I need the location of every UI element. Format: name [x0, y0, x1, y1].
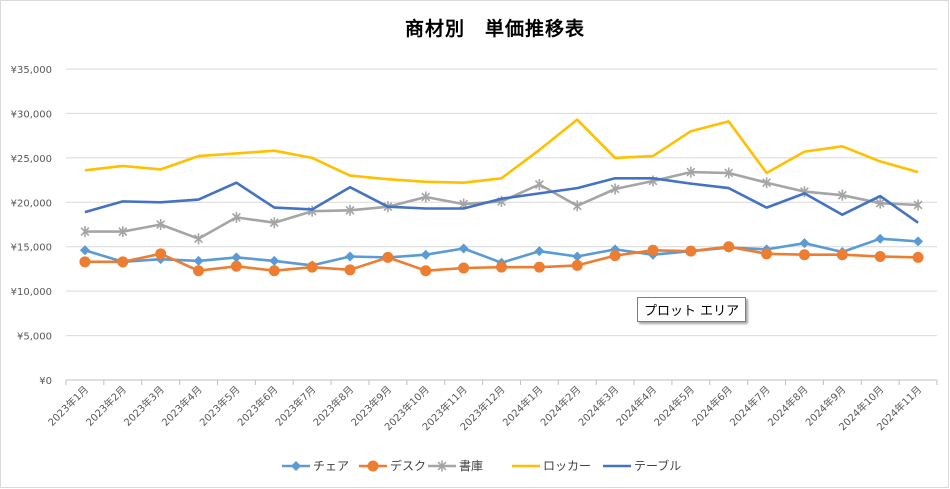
data-point — [647, 244, 659, 256]
data-point — [193, 265, 205, 277]
data-point — [723, 241, 735, 253]
data-point — [458, 243, 469, 254]
y-tick-label: ¥30,000 — [11, 109, 52, 120]
data-point — [79, 245, 90, 256]
data-point — [80, 226, 90, 238]
data-point — [761, 248, 773, 260]
data-point — [268, 265, 280, 277]
data-point — [799, 238, 810, 249]
data-point — [496, 261, 507, 273]
data-point — [913, 236, 924, 247]
data-point — [571, 259, 583, 271]
series-line-5 — [84, 177, 919, 224]
data-point — [269, 255, 280, 266]
data-point — [798, 249, 810, 261]
data-point — [609, 250, 621, 262]
data-point — [193, 255, 204, 266]
legend-marker — [437, 460, 447, 472]
y-tick-label: ¥35,000 — [11, 65, 52, 76]
data-point — [875, 197, 885, 209]
legend-marker — [291, 461, 301, 471]
legend-label: チェア — [313, 459, 349, 473]
data-point — [420, 249, 431, 260]
data-point — [458, 262, 470, 274]
y-tick-label: ¥0 — [39, 376, 52, 387]
data-point — [837, 189, 847, 201]
data-point — [572, 200, 582, 212]
data-point — [610, 183, 620, 195]
data-point — [155, 248, 167, 260]
data-point — [269, 217, 279, 229]
plot-area-tooltip: プロット エリア — [637, 297, 747, 322]
data-point — [194, 233, 203, 245]
legend-label: テーブル — [634, 458, 681, 473]
data-point — [912, 251, 924, 263]
y-tick-label: ¥20,000 — [11, 198, 52, 209]
data-point — [345, 251, 356, 262]
chart-title: 商材別 単価推移表 — [404, 18, 585, 40]
data-point — [875, 233, 886, 244]
data-point — [913, 199, 923, 211]
data-point — [724, 167, 734, 179]
data-point — [344, 264, 356, 276]
data-point — [79, 256, 91, 268]
data-point — [382, 251, 394, 263]
data-point — [345, 204, 355, 216]
data-point — [534, 246, 545, 257]
data-point — [420, 265, 432, 277]
data-point — [836, 249, 848, 261]
data-point — [231, 211, 241, 223]
y-tick-label: ¥25,000 — [11, 154, 52, 165]
data-point — [762, 177, 772, 189]
legend-label: デスク — [390, 458, 426, 473]
legend-marker — [367, 460, 379, 472]
series-line-4 — [84, 118, 919, 184]
y-tick-label: ¥5,000 — [17, 332, 52, 343]
data-point — [117, 256, 129, 268]
data-point — [306, 261, 318, 273]
data-point — [685, 245, 697, 257]
data-point — [230, 260, 242, 272]
data-point — [533, 261, 545, 273]
data-point — [572, 251, 583, 262]
data-point — [874, 250, 886, 262]
data-point — [686, 166, 696, 178]
data-point — [231, 252, 242, 263]
y-tick-label: ¥15,000 — [11, 243, 52, 254]
legend-label: 書庫 — [459, 459, 483, 473]
data-point — [118, 226, 128, 238]
legend-label: ロッカー — [543, 459, 591, 473]
data-point — [421, 191, 431, 203]
data-point — [534, 179, 544, 191]
y-tick-label: ¥10,000 — [11, 287, 52, 298]
data-point — [156, 219, 166, 230]
